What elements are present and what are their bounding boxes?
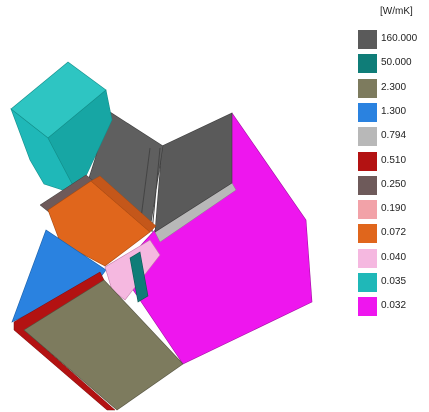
red-edge xyxy=(13,271,116,411)
legend-unit: [W/mK] xyxy=(380,6,413,17)
legend-item: 2.300 xyxy=(358,77,428,99)
legend-item: 160.000 xyxy=(358,28,428,50)
legend-value: 0.190 xyxy=(381,203,407,215)
teal-block-front xyxy=(10,108,79,196)
legend-value: 0.032 xyxy=(381,300,407,312)
legend-value: 160.000 xyxy=(381,33,418,44)
legend-swatch xyxy=(358,248,377,268)
legend-item: 0.032 xyxy=(358,295,428,317)
gray-panel-right xyxy=(154,112,233,233)
legend-value: 0.040 xyxy=(381,251,407,263)
deep-teal-strip xyxy=(129,251,149,303)
legend-value: 1.300 xyxy=(381,105,407,117)
legend-value: 0.250 xyxy=(381,178,407,190)
legend-swatch xyxy=(358,297,377,317)
legend-item: 0.510 xyxy=(358,150,428,172)
legend-swatch xyxy=(358,78,377,98)
legend-swatch xyxy=(358,224,377,244)
legend-item: 0.250 xyxy=(358,174,428,196)
legend-value: 0.072 xyxy=(381,227,407,239)
legend-item: 0.040 xyxy=(358,247,428,269)
legend-item: 0.794 xyxy=(358,125,428,147)
legend-swatch xyxy=(358,273,377,292)
legend-swatch xyxy=(358,127,377,147)
legend-swatch xyxy=(358,102,377,122)
legend-swatch xyxy=(358,54,377,74)
orange-block-edge xyxy=(90,175,157,233)
legend-swatch xyxy=(358,151,377,171)
legend-swatch xyxy=(358,200,377,220)
legend-value: 50.000 xyxy=(381,57,412,69)
legend-value: 0.794 xyxy=(381,130,407,142)
legend-item: 50.000 xyxy=(358,52,428,74)
legend-item: 0.072 xyxy=(358,222,428,244)
legend-value: 0.035 xyxy=(381,276,407,287)
gray-panel-seam-2 xyxy=(151,147,161,233)
legend-value: 2.300 xyxy=(381,81,407,93)
olive-concrete-block xyxy=(23,279,184,411)
legend-swatch xyxy=(358,175,377,195)
legend-item: 0.190 xyxy=(358,198,428,220)
legend-swatch xyxy=(358,30,377,49)
legend-item: 0.035 xyxy=(358,271,428,293)
orange-block xyxy=(47,180,151,267)
legend-value: 0.510 xyxy=(381,154,407,166)
legend-item: 1.300 xyxy=(358,101,428,123)
